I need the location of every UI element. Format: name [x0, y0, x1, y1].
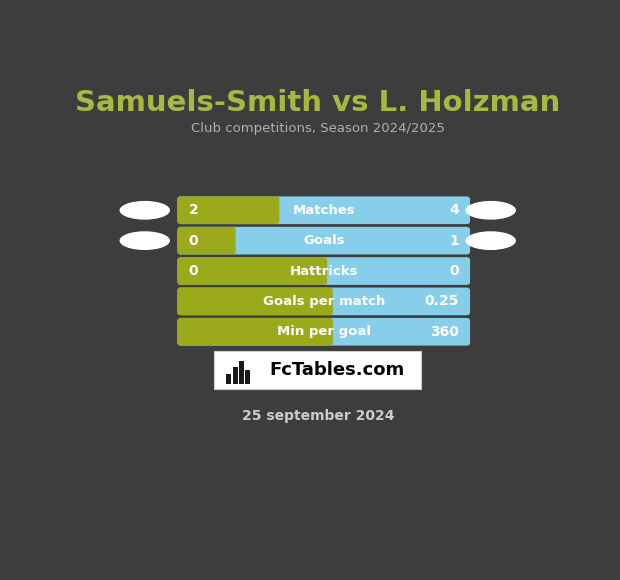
FancyBboxPatch shape — [177, 197, 280, 224]
Text: 0: 0 — [450, 264, 459, 278]
Text: 2: 2 — [188, 203, 198, 218]
Text: 0.25: 0.25 — [425, 295, 459, 309]
Text: 1: 1 — [450, 234, 459, 248]
Text: 360: 360 — [430, 325, 459, 339]
FancyBboxPatch shape — [177, 227, 236, 255]
FancyBboxPatch shape — [177, 288, 470, 316]
Bar — [232, 368, 237, 383]
FancyBboxPatch shape — [177, 197, 470, 224]
Ellipse shape — [120, 201, 170, 220]
Text: Goals per match: Goals per match — [263, 295, 385, 308]
FancyBboxPatch shape — [177, 288, 333, 316]
FancyBboxPatch shape — [215, 351, 421, 389]
Text: 0: 0 — [188, 234, 198, 248]
Text: FcTables.com: FcTables.com — [270, 361, 405, 379]
Ellipse shape — [466, 201, 516, 220]
Bar — [239, 361, 244, 383]
FancyBboxPatch shape — [177, 318, 470, 346]
Bar — [245, 370, 250, 383]
Text: Club competitions, Season 2024/2025: Club competitions, Season 2024/2025 — [191, 122, 445, 135]
Bar — [226, 374, 231, 383]
Text: Samuels-Smith vs L. Holzman: Samuels-Smith vs L. Holzman — [75, 89, 560, 117]
Text: Hattricks: Hattricks — [290, 264, 358, 277]
FancyBboxPatch shape — [177, 227, 470, 255]
Text: Goals: Goals — [303, 234, 345, 247]
Text: 0: 0 — [188, 264, 198, 278]
FancyBboxPatch shape — [177, 318, 333, 346]
Ellipse shape — [466, 231, 516, 250]
Text: Min per goal: Min per goal — [277, 325, 371, 338]
Ellipse shape — [120, 231, 170, 250]
Text: 4: 4 — [450, 203, 459, 218]
FancyBboxPatch shape — [177, 257, 470, 285]
FancyBboxPatch shape — [177, 257, 327, 285]
Text: 25 september 2024: 25 september 2024 — [242, 409, 394, 423]
Text: Matches: Matches — [293, 204, 355, 217]
